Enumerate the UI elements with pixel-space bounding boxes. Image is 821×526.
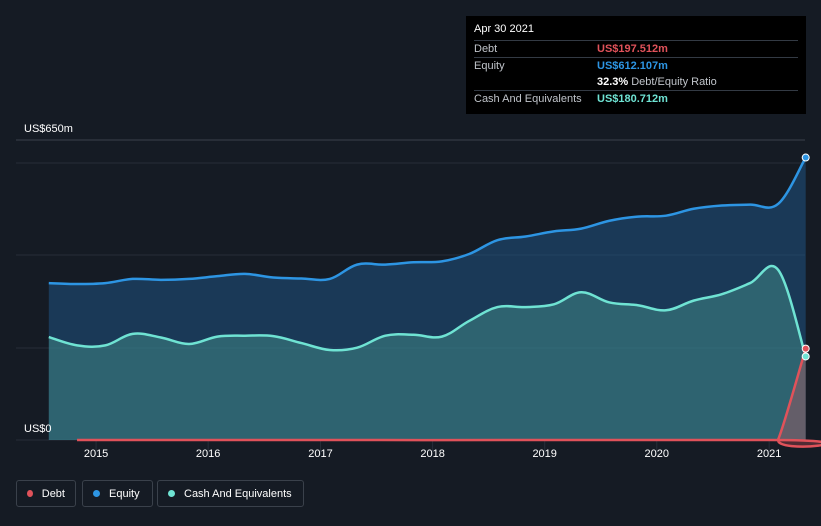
cash-line [48,264,807,357]
x-tick-label: 2020 [645,448,669,460]
cash-end-marker [801,352,810,361]
x-tick-label: 2019 [532,448,556,460]
tooltip-row-cash: Cash And Equivalents US$180.712m [474,90,798,107]
tooltip-date: Apr 30 2021 [474,23,534,35]
cash-area [48,265,806,440]
x-tick-label: 2016 [196,448,220,460]
equity-legend-dot-icon [93,490,100,497]
y-tick-label-zero: US$0 [24,423,52,435]
y-tick-label-max: US$650m [24,123,73,135]
debt-line [77,348,821,448]
x-tick-label: 2015 [84,448,108,460]
tooltip-cash-label: Cash And Equivalents [474,93,582,105]
tooltip-debt-label: Debt [474,43,498,55]
legend-item-debt[interactable]: Debt [16,480,76,507]
tooltip-ratio-label: Debt/Equity Ratio [631,76,717,88]
x-tick-label: 2021 [757,448,781,460]
tooltip-row-debt: Debt US$197.512m [474,40,798,57]
debt-end-marker [801,344,810,353]
data-tooltip: Apr 30 2021 Debt US$197.512m Equity US$6… [466,16,806,114]
equity-area [48,157,806,441]
tooltip-debt-value: US$197.512m [597,43,668,55]
legend-cash-label: Cash And Equivalents [184,487,292,500]
end-markers [801,153,810,361]
legend-equity-label: Equity [109,487,140,500]
series-lines [48,156,821,448]
debt-legend-dot-icon [27,490,33,497]
series-areas [48,157,821,447]
x-tick-label: 2017 [308,448,332,460]
equity-line [48,156,807,286]
cash-legend-dot-icon [168,490,175,497]
legend-debt-label: Debt [41,487,65,500]
tooltip-ratio-spacer [474,74,597,90]
equity-end-marker [801,153,810,162]
legend-item-equity[interactable]: Equity [82,480,153,507]
tooltip-ratio-value: 32.3% [597,76,629,88]
tooltip-row-ratio: 32.3% Debt/Equity Ratio [474,74,798,90]
tooltip-cash-value: US$180.712m [597,93,668,105]
tooltip-row-equity: Equity US$612.107m [474,57,798,74]
tooltip-equity-label: Equity [474,60,505,72]
tooltip-equity-value: US$612.107m [597,60,668,72]
legend-item-cash[interactable]: Cash And Equivalents [157,480,304,507]
x-tick-label: 2018 [420,448,444,460]
x-axis-ticks: 2015 2016 2017 2018 2019 2020 2021 [84,448,782,460]
